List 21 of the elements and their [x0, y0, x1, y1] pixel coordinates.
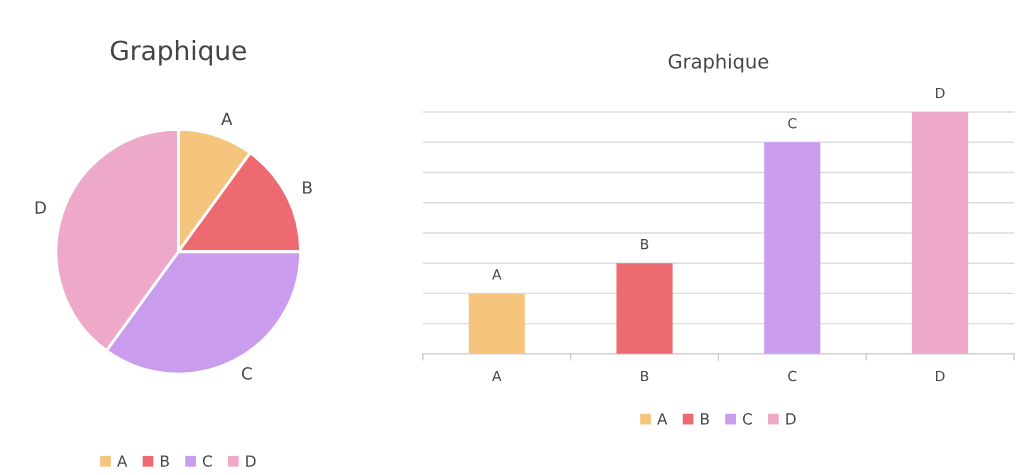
legend-label: B [701, 413, 709, 425]
annotation: C [788, 117, 797, 129]
x-tick-label: B [641, 370, 649, 382]
x-tick-label: C [788, 370, 797, 382]
slice-label: A [221, 112, 233, 125]
legend-label: B [160, 455, 169, 467]
legend-label: C [202, 455, 212, 467]
chart-title: Graphique [110, 39, 246, 66]
legend-label: A [657, 413, 668, 425]
x-tick-label: A [492, 370, 502, 382]
legend-label: A [117, 455, 128, 467]
legend-label: C [742, 413, 752, 425]
chart-title: Graphique [668, 53, 769, 73]
legend-label: D [786, 413, 796, 425]
legend-label: D [246, 455, 256, 467]
slice-label: B [303, 181, 312, 194]
annotation: D [936, 87, 945, 99]
annotation: B [641, 239, 649, 250]
annotation: A [492, 269, 502, 280]
slice-label: D [35, 201, 46, 214]
x-tick-label: D [936, 370, 945, 382]
